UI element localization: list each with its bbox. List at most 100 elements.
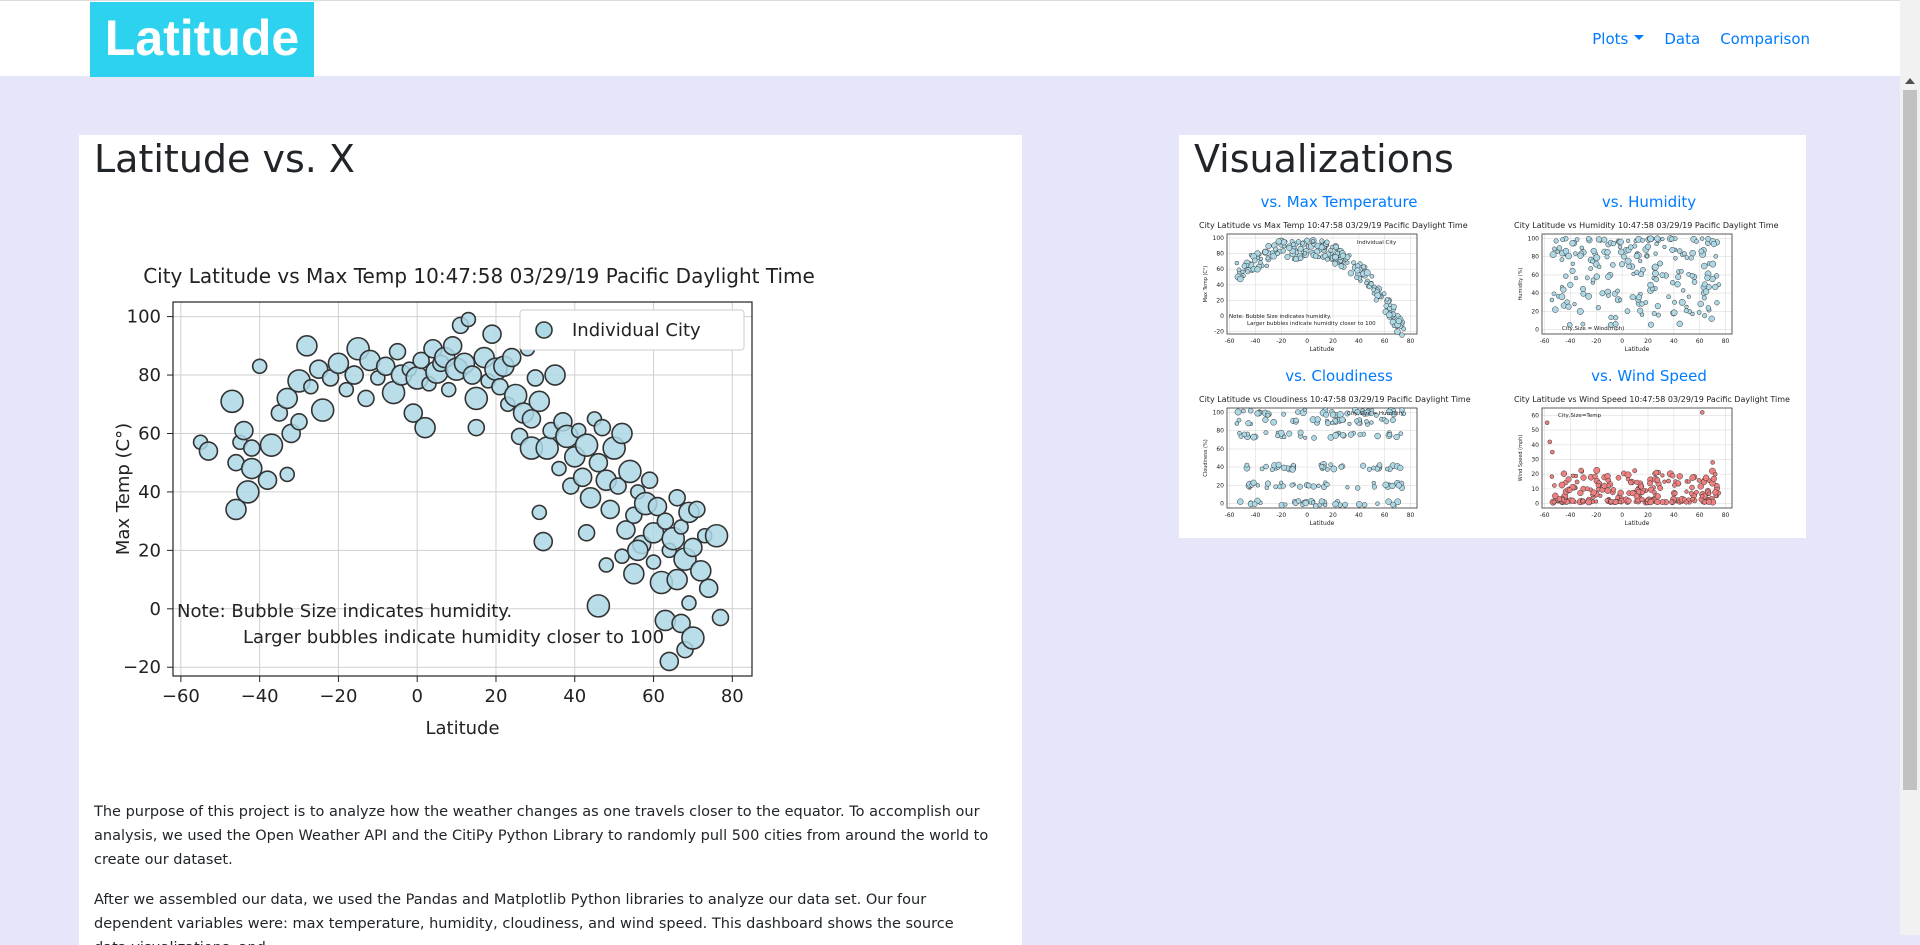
thumb-data-point [1569, 267, 1576, 274]
thumb-data-point [1394, 498, 1402, 506]
thumb-data-point [1244, 462, 1250, 468]
chevron-down-icon [1634, 35, 1645, 40]
data-point [460, 311, 477, 328]
thumb-data-point [1364, 419, 1369, 424]
nav-plots-dropdown[interactable]: Plots [1582, 30, 1654, 48]
thumb-data-point [1634, 269, 1640, 275]
thumb-y-tick-label: 80 [1531, 254, 1539, 261]
thumb-data-point [1275, 461, 1282, 468]
thumb-data-point [1671, 309, 1678, 316]
thumb-data-point [1590, 258, 1596, 264]
thumb-data-point [1552, 306, 1559, 313]
thumb-data-point [1624, 257, 1632, 265]
thumb-x-tick-label: 60 [1381, 338, 1389, 345]
thumb-data-point [1318, 498, 1325, 505]
thumb-data-point [1551, 499, 1557, 505]
scrollbar[interactable] [1900, 0, 1920, 935]
thumb-data-point [1342, 501, 1349, 508]
data-point [501, 347, 522, 368]
thumbnail-wind-speed[interactable]: City Latitude vs Wind Speed 10:47:58 03/… [1514, 394, 1806, 534]
link-wind-speed[interactable]: vs. Wind Speed [1591, 367, 1707, 385]
thumb-x-tick-label: -60 [1225, 338, 1235, 345]
thumb-data-point [1612, 499, 1619, 506]
thumb-data-point [1590, 247, 1597, 255]
scroll-up-arrow-icon[interactable] [1905, 78, 1915, 84]
data-point [659, 651, 680, 672]
data-point [611, 422, 633, 445]
thumb-data-point [1610, 240, 1617, 247]
thumb-x-tick-label: 20 [1329, 338, 1337, 345]
thumb-data-point [1709, 275, 1716, 283]
thumb-data-point [1604, 487, 1611, 494]
thumb-data-point [1580, 498, 1586, 504]
thumb-data-point [1672, 482, 1677, 488]
data-point [467, 418, 486, 437]
scrollbar-thumb[interactable] [1903, 90, 1917, 790]
thumb-data-point [1660, 473, 1665, 478]
legend-box [519, 309, 745, 351]
brand-logo[interactable]: Latitude [90, 2, 314, 77]
y-tick-label: 100 [127, 307, 161, 328]
thumb-data-point [1577, 252, 1584, 259]
thumb-data-point [1708, 315, 1715, 322]
data-point [257, 470, 278, 491]
x-tick-label: −20 [319, 686, 357, 707]
thumb-y-tick-label: 0 [1535, 326, 1539, 333]
thumb-data-point [1319, 238, 1325, 244]
thumbnail-max-temp[interactable]: City Latitude vs Max Temp 10:47:58 03/29… [1199, 220, 1499, 360]
thumb-data-point [1552, 246, 1557, 252]
data-point [440, 381, 457, 398]
annotation-line-1: Note: Bubble Size indicates humidity. [177, 601, 512, 622]
legend-label: Individual City [572, 320, 701, 341]
thumb-data-point [1639, 237, 1645, 243]
nav-data-link[interactable]: Data [1664, 30, 1701, 48]
thumb-data-point [1273, 484, 1279, 490]
thumb-data-point [1657, 485, 1664, 491]
thumb-data-point [1672, 299, 1677, 305]
thumb-data-point [1645, 254, 1650, 259]
thumb-y-tick-label: 80 [1216, 428, 1224, 435]
thumb-data-point [1339, 416, 1346, 423]
thumb-data-point [1605, 273, 1612, 280]
thumb-x-tick-label: 0 [1305, 512, 1309, 519]
thumb-data-point [1559, 257, 1565, 262]
thumb-data-point [1579, 285, 1586, 292]
max-temp-chart: City Latitude vs Max Temp 10:47:58 03/29… [113, 264, 815, 739]
thumb-x-tick-label: 80 [1407, 512, 1415, 519]
thumb-data-point [1382, 481, 1389, 489]
thumb-frame [1541, 233, 1733, 335]
thumb-data-point [1258, 256, 1264, 261]
thumb-data-point [1361, 502, 1368, 508]
thumb-legend-label: Individual City [1357, 240, 1397, 246]
thumb-data-point [1265, 255, 1271, 261]
thumb-y-tick-label: 60 [1216, 446, 1224, 453]
thumb-data-point [1361, 264, 1367, 270]
link-cloudiness[interactable]: vs. Cloudiness [1285, 367, 1393, 385]
data-point [259, 433, 284, 457]
thumb-data-point [1552, 483, 1557, 488]
thumb-data-point [1254, 266, 1261, 273]
nav-comparison-link[interactable]: Comparison [1720, 30, 1810, 48]
thumb-data-point [1634, 479, 1640, 485]
data-point [344, 365, 364, 385]
thumbnail-humidity[interactable]: City Latitude vs Humidity 10:47:58 03/29… [1514, 220, 1806, 360]
thumb-data-point [1289, 482, 1295, 488]
thumb-data-point [1567, 281, 1574, 288]
thumb-data-point [1669, 236, 1675, 242]
thumb-title: City Latitude vs Max Temp 10:47:58 03/29… [1199, 221, 1468, 230]
thumb-data-point [1286, 245, 1293, 252]
thumb-frame [1226, 233, 1418, 335]
thumb-data-point [1234, 408, 1242, 416]
annotation-line-2: Larger bubbles indicate humidity closer … [243, 627, 664, 648]
link-humidity[interactable]: vs. Humidity [1601, 193, 1697, 211]
thumb-data-point [1549, 297, 1555, 303]
thumb-data-point [1624, 471, 1632, 479]
thumb-x-tick-label: 80 [1407, 338, 1415, 345]
link-max-temperature[interactable]: vs. Max Temperature [1260, 193, 1418, 211]
thumb-data-point [1705, 305, 1712, 311]
thumb-data-point [1713, 254, 1718, 259]
thumb-data-point [1364, 280, 1369, 286]
data-point [375, 356, 396, 377]
thumbnail-cloudiness[interactable]: City Latitude vs Cloudiness 10:47:58 03/… [1199, 394, 1499, 534]
thumb-data-point [1624, 308, 1631, 315]
